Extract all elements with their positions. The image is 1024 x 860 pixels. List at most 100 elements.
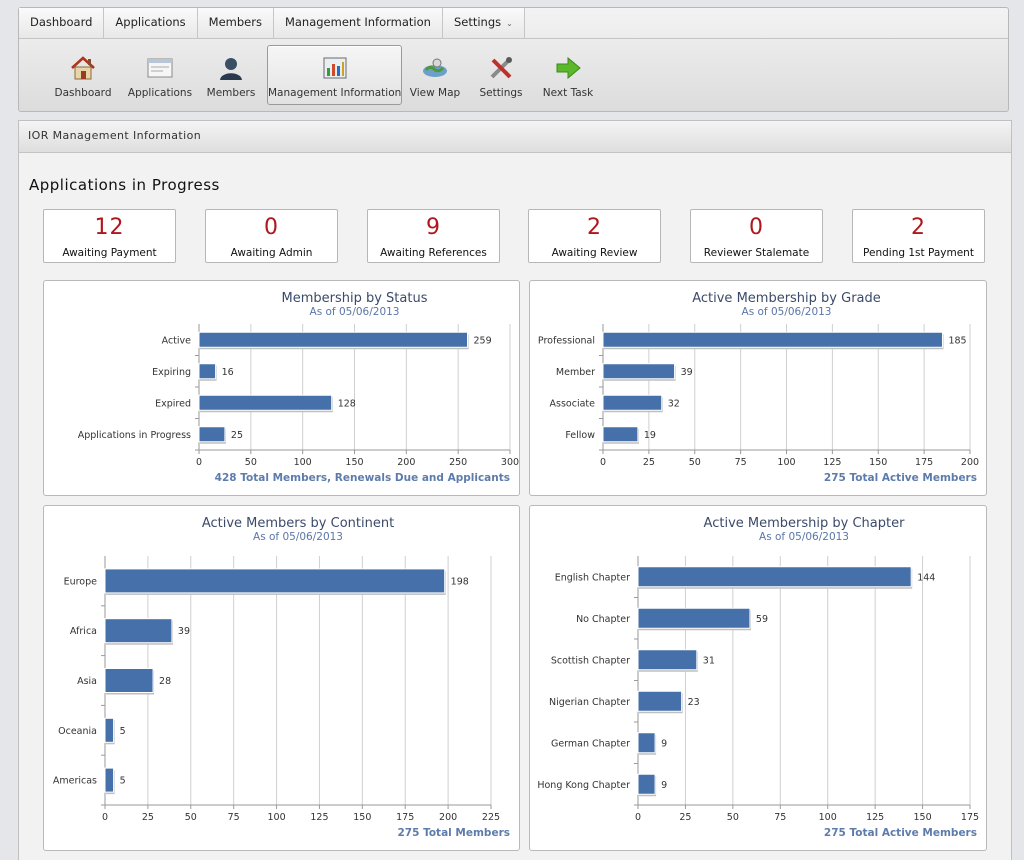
chart-title: Active Membership by Chapter — [704, 516, 906, 531]
category-label: Professional — [538, 335, 595, 346]
stat-value: 0 — [264, 215, 279, 240]
value-label: 28 — [159, 676, 171, 687]
value-label: 39 — [681, 367, 693, 378]
value-label: 144 — [917, 572, 935, 583]
tick-label: 250 — [449, 457, 467, 468]
stat-pending-first-payment[interactable]: 2 Pending 1st Payment — [852, 209, 985, 263]
toolbar-members-button[interactable]: Members — [201, 46, 261, 106]
value-label: 198 — [451, 576, 469, 587]
bar — [104, 767, 115, 793]
chart-subtitle: As of 05/06/2013 — [253, 531, 343, 543]
chart-subtitle: As of 05/06/2013 — [310, 306, 400, 318]
value-label: 9 — [661, 738, 667, 749]
tick-label: 50 — [727, 812, 739, 823]
toolbar: Dashboard Applications Members Managemen… — [19, 39, 1008, 111]
bar — [602, 394, 663, 411]
stat-awaiting-admin[interactable]: 0 Awaiting Admin — [205, 209, 338, 263]
toolbar-view-map-button[interactable]: View Map — [405, 46, 465, 106]
chart-footer-total: 275 Total Members — [398, 827, 511, 839]
stat-label: Reviewer Stalemate — [703, 247, 810, 259]
menu-item-label: Dashboard — [30, 15, 93, 29]
value-label: 9 — [661, 780, 667, 791]
category-label: Associate — [550, 398, 596, 409]
value-label: 59 — [756, 614, 768, 625]
menu-bar: Dashboard Applications Members Managemen… — [19, 8, 1008, 39]
category-label: Africa — [70, 626, 97, 637]
bar — [104, 717, 115, 743]
value-label: 39 — [178, 626, 190, 637]
tick-label: 150 — [345, 457, 363, 468]
chart-membership-by-status: Membership by Status As of 05/06/2013 0 50 1… — [43, 280, 520, 496]
menu-item-settings[interactable]: Settings ⌄ — [442, 8, 525, 38]
chart-active-members-by-continent: Active Members by Continent As of 05/06/2… — [43, 505, 520, 851]
menu-item-management-information[interactable]: Management Information — [273, 8, 443, 38]
menu-item-label: Members — [208, 15, 262, 29]
tick-label: 175 — [396, 812, 414, 823]
category-label: Nigerian Chapter — [549, 697, 630, 708]
stat-value: 9 — [426, 215, 441, 240]
category-label: Asia — [77, 676, 97, 687]
chart-active-membership-by-grade: Active Membership by Grade As of 05/06/20… — [529, 280, 987, 496]
stat-awaiting-review[interactable]: 2 Awaiting Review — [528, 209, 661, 263]
window-icon — [146, 55, 174, 81]
stat-value: 12 — [94, 215, 125, 240]
menu-item-members[interactable]: Members — [197, 8, 274, 38]
bar — [602, 331, 943, 348]
chart-title: Active Members by Continent — [202, 516, 394, 531]
value-label: 25 — [231, 430, 243, 441]
stat-label: Awaiting References — [380, 247, 487, 259]
tick-label: 100 — [294, 457, 312, 468]
top-navigation: Dashboard Applications Members Managemen… — [18, 7, 1009, 112]
tick-label: 0 — [196, 457, 202, 468]
tick-label: 200 — [439, 812, 457, 823]
tick-label: 125 — [823, 457, 841, 468]
value-label: 185 — [948, 335, 966, 346]
category-label: German Chapter — [551, 738, 630, 749]
stat-label: Awaiting Admin — [230, 247, 313, 259]
category-label: Expired — [155, 398, 191, 409]
bar — [637, 690, 683, 712]
bar — [637, 732, 656, 754]
tick-label: 100 — [777, 457, 795, 468]
chart-subtitle: As of 05/06/2013 — [759, 531, 849, 543]
toolbar-dashboard-button[interactable]: Dashboard — [49, 46, 117, 106]
toolbar-applications-button[interactable]: Applications — [127, 46, 193, 106]
tick-label: 25 — [679, 812, 691, 823]
tick-label: 300 — [501, 457, 519, 468]
tick-label: 0 — [600, 457, 606, 468]
toolbar-next-task-button[interactable]: Next Task — [537, 46, 599, 106]
bar — [637, 607, 751, 629]
category-label: Active — [162, 335, 192, 346]
menu-item-dashboard[interactable]: Dashboard — [19, 8, 105, 38]
category-label: Applications in Progress — [78, 430, 191, 441]
toolbar-management-information-button[interactable]: Management Information — [267, 45, 402, 105]
stat-awaiting-payment[interactable]: 12 Awaiting Payment — [43, 209, 176, 263]
tick-label: 0 — [102, 812, 108, 823]
stat-reviewer-stalemate[interactable]: 0 Reviewer Stalemate — [690, 209, 823, 263]
toolbar-settings-button[interactable]: Settings — [471, 46, 531, 106]
tick-label: 125 — [866, 812, 884, 823]
category-label: Oceania — [58, 726, 97, 737]
value-label: 16 — [222, 367, 234, 378]
category-label: Member — [556, 367, 595, 378]
tick-label: 50 — [245, 457, 257, 468]
chart-footer-total: 275 Total Active Members — [824, 827, 977, 839]
stat-label: Pending 1st Payment — [863, 247, 974, 259]
stat-value: 2 — [587, 215, 602, 240]
toolbar-label: Members — [206, 87, 256, 99]
stat-awaiting-references[interactable]: 9 Awaiting References — [367, 209, 500, 263]
category-label: Expiring — [152, 367, 191, 378]
category-label: No Chapter — [576, 614, 630, 625]
person-icon — [217, 55, 245, 81]
value-label: 128 — [338, 398, 356, 409]
tick-label: 50 — [689, 457, 701, 468]
bar — [104, 618, 173, 644]
bar — [104, 668, 154, 693]
bar — [198, 426, 226, 443]
tick-label: 200 — [397, 457, 415, 468]
menu-item-label: Settings — [453, 15, 502, 29]
menu-item-applications[interactable]: Applications — [104, 8, 198, 38]
